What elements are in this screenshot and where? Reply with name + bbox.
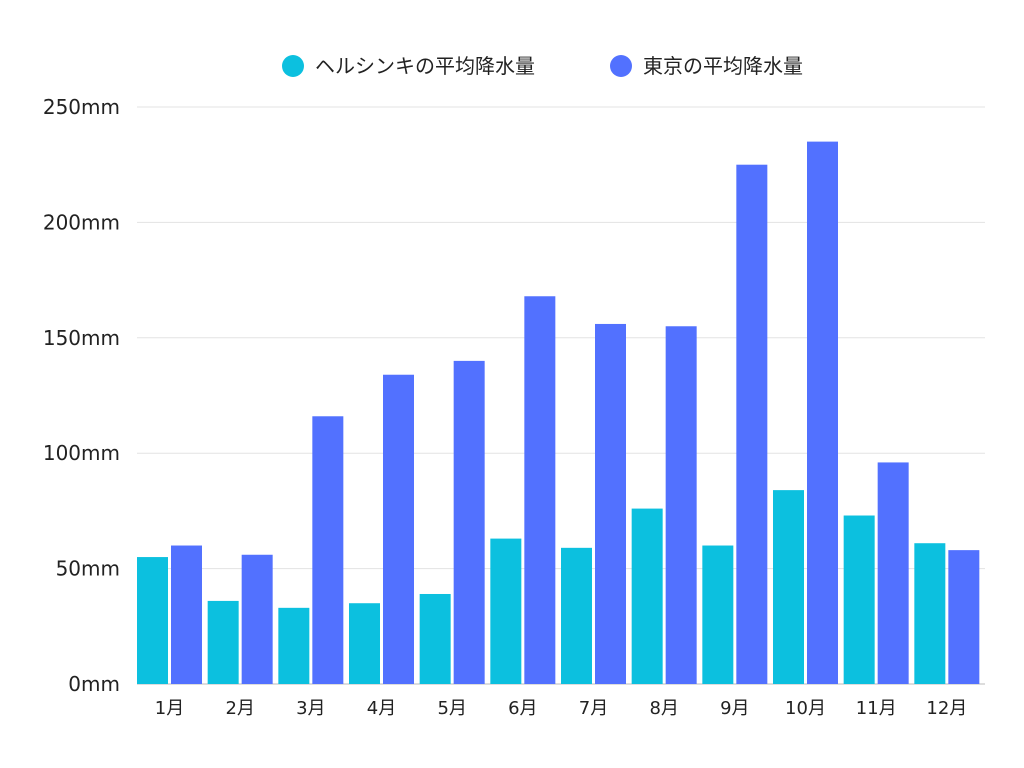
bar-tokyo-5 [453, 360, 485, 684]
y-axis-ticks: 0mm 50mm 100mm 150mm 200mm 250mm [43, 95, 120, 696]
bar-tokyo-6 [524, 296, 556, 684]
x-axis-ticks: 1月 2月 3月 4月 5月 6月 7月 8月 9月 10月 11月 12月 [155, 698, 968, 719]
x-tick-label: 12月 [926, 698, 967, 719]
x-tick-label: 8月 [649, 698, 678, 719]
bar-helsinki-5 [419, 593, 451, 684]
x-tick-label: 2月 [225, 698, 254, 719]
legend-swatch-tokyo [610, 55, 632, 77]
bar-tokyo-1 [171, 545, 202, 684]
legend-swatch-helsinki [282, 55, 304, 77]
bar-tokyo-2 [241, 554, 273, 684]
bars [137, 141, 980, 684]
bar-helsinki-6 [490, 538, 522, 684]
bar-helsinki-7 [561, 547, 592, 684]
y-tick-label: 100mm [43, 441, 120, 465]
bar-tokyo-3 [312, 416, 344, 684]
x-tick-label: 10月 [785, 698, 826, 719]
bar-helsinki-3 [278, 607, 310, 684]
bar-helsinki-12 [914, 543, 946, 684]
bar-helsinki-1 [137, 557, 168, 684]
y-tick-label: 250mm [43, 95, 120, 119]
x-tick-label: 4月 [367, 698, 396, 719]
x-tick-label: 11月 [856, 698, 897, 719]
y-tick-label: 0mm [68, 672, 120, 696]
bar-helsinki-10 [773, 490, 804, 684]
x-tick-label: 3月 [296, 698, 325, 719]
x-tick-label: 9月 [720, 698, 749, 719]
bar-tokyo-7 [595, 323, 626, 684]
x-tick-label: 5月 [437, 698, 466, 719]
bar-helsinki-11 [843, 515, 875, 684]
y-tick-label: 200mm [43, 210, 120, 234]
legend: ヘルシンキの平均降水量 東京の平均降水量 [282, 54, 803, 78]
bar-tokyo-11 [877, 462, 909, 684]
x-tick-label: 7月 [579, 698, 608, 719]
y-tick-label: 150mm [43, 326, 120, 350]
bar-tokyo-4 [383, 374, 414, 684]
bar-tokyo-10 [807, 141, 838, 684]
bar-tokyo-9 [736, 164, 768, 684]
legend-label-helsinki: ヘルシンキの平均降水量 [315, 54, 535, 78]
x-tick-label: 1月 [155, 698, 184, 719]
bar-tokyo-12 [948, 550, 980, 684]
bar-helsinki-2 [207, 600, 239, 684]
bar-helsinki-8 [631, 508, 663, 684]
bar-tokyo-8 [665, 326, 697, 684]
legend-label-tokyo: 東京の平均降水量 [643, 54, 803, 78]
bar-helsinki-9 [702, 545, 734, 684]
bar-helsinki-4 [349, 603, 380, 684]
x-tick-label: 6月 [508, 698, 537, 719]
y-tick-label: 50mm [56, 557, 120, 581]
